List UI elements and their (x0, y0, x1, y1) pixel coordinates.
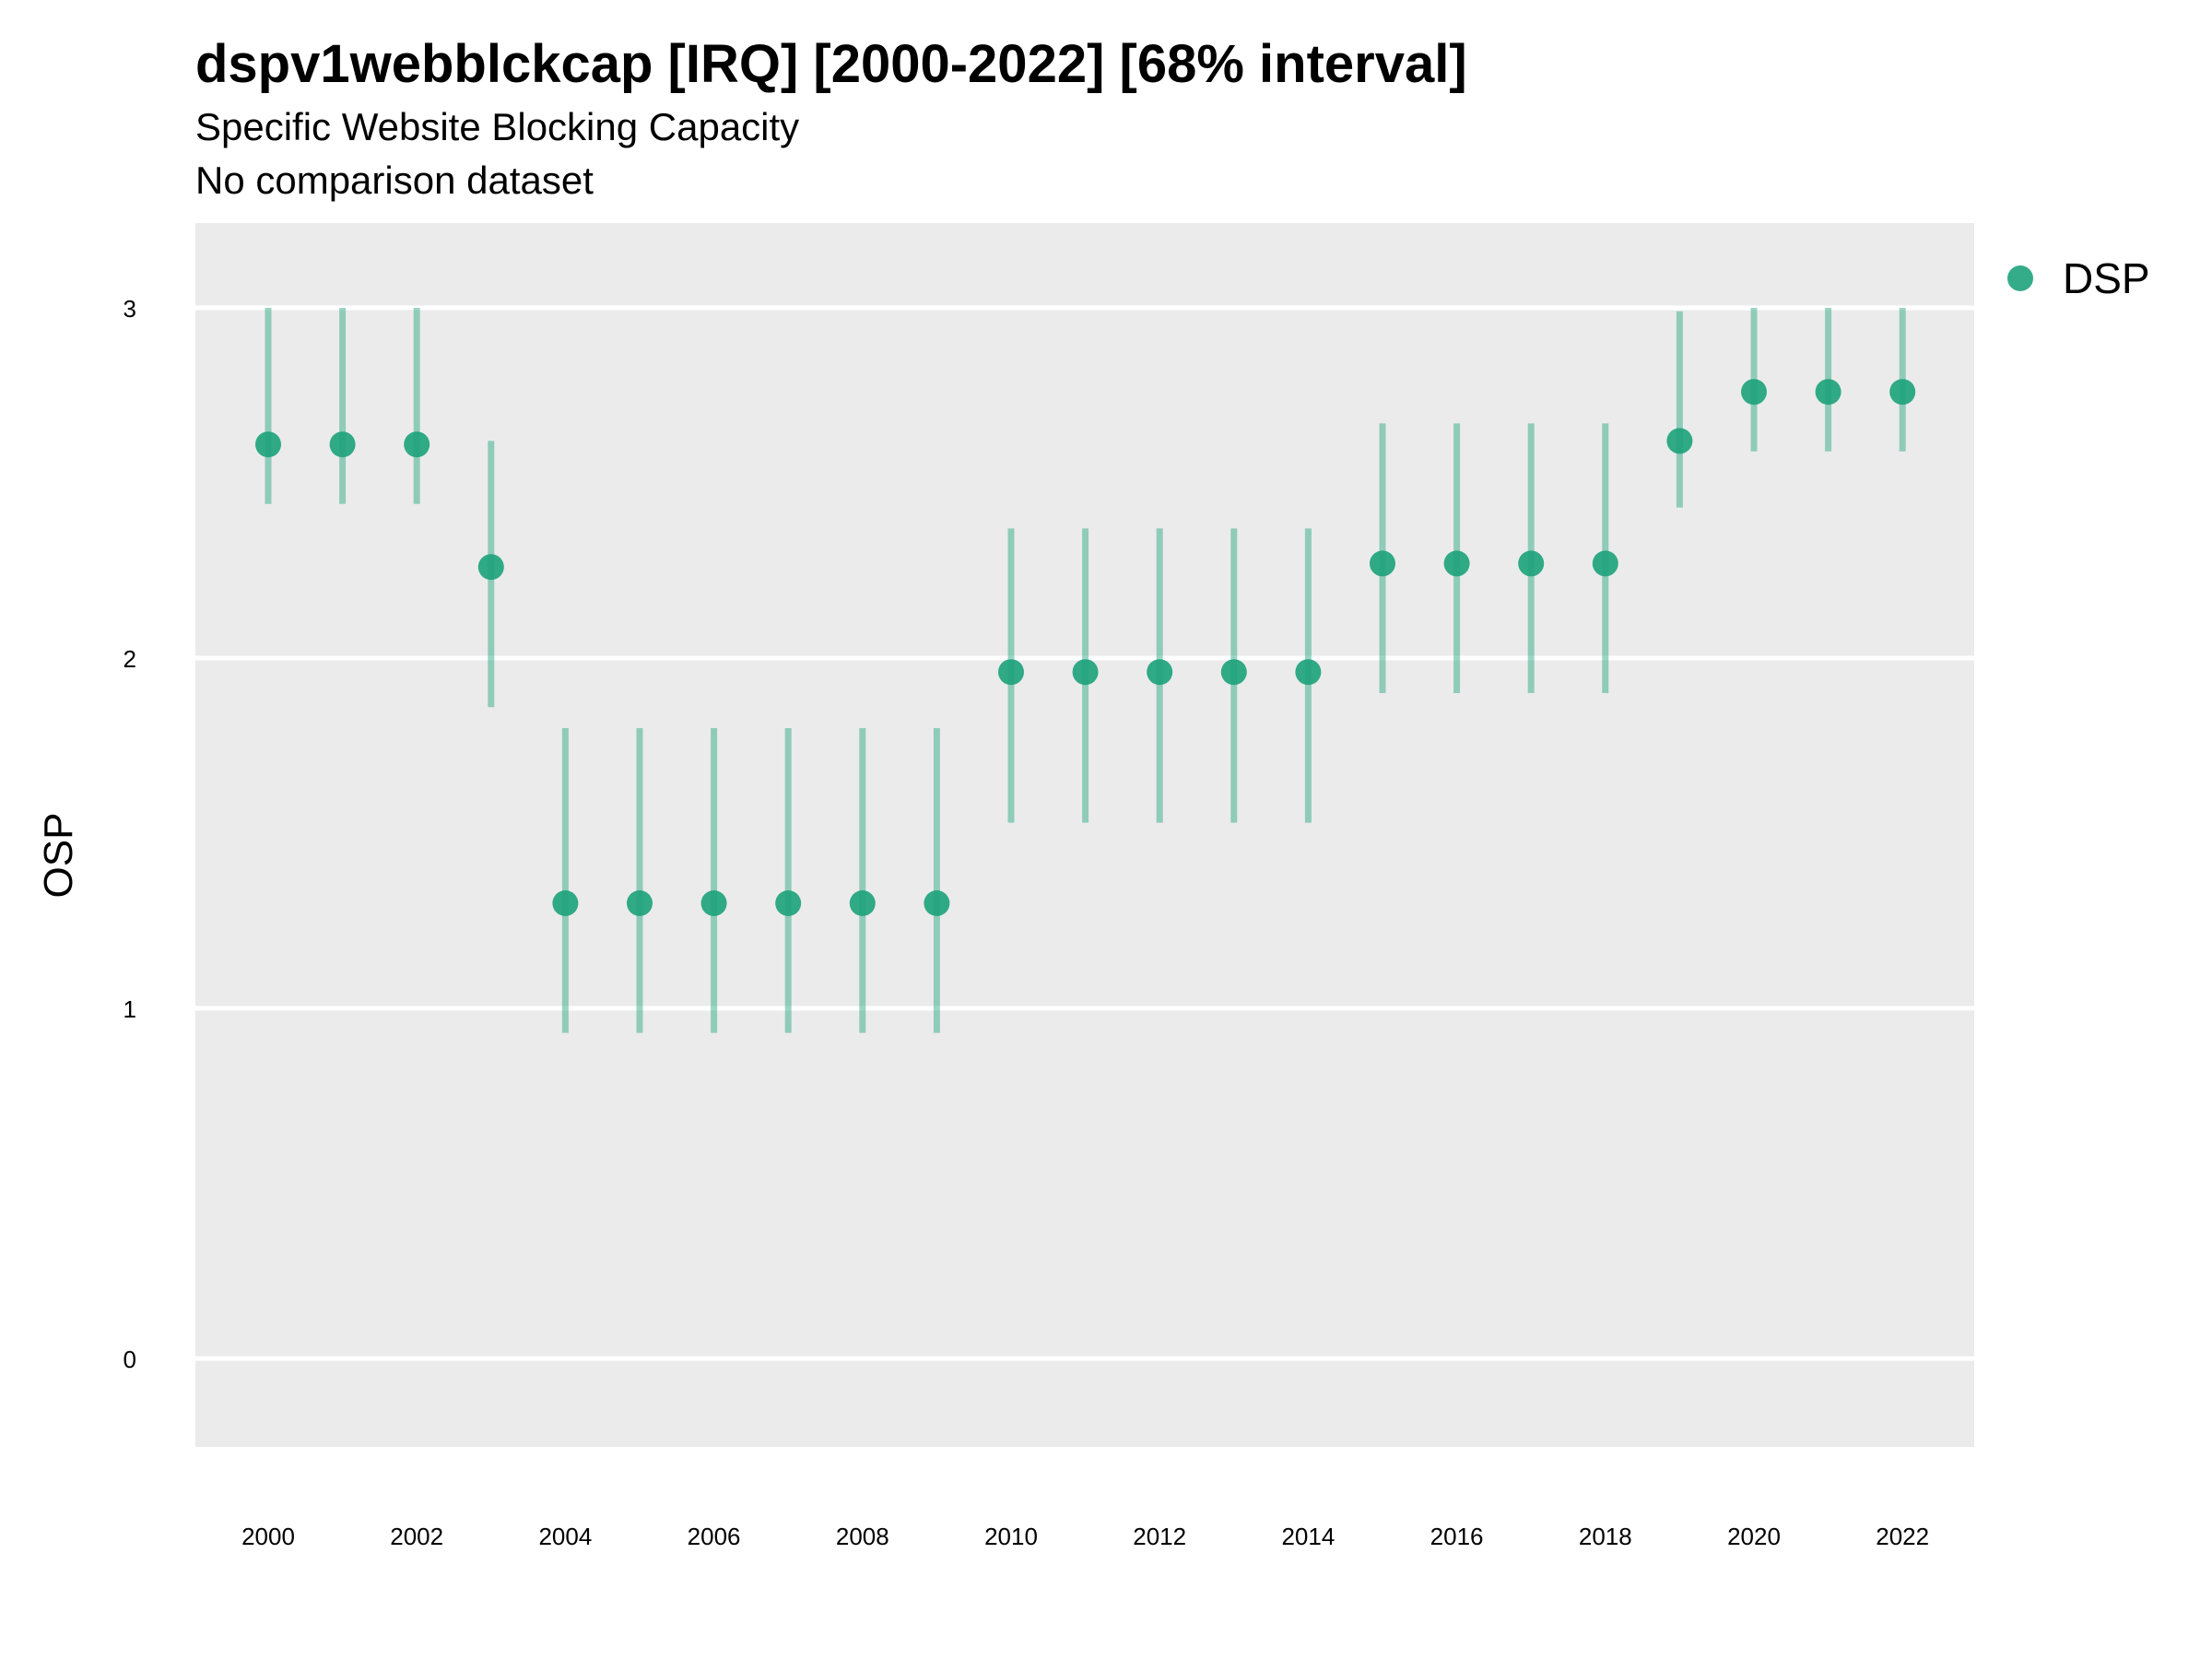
data-point (849, 890, 876, 916)
data-point (1666, 428, 1693, 454)
x-tick-label: 2004 (538, 1523, 592, 1550)
legend: DSP (2007, 254, 2150, 302)
legend-key-dsp (2007, 265, 2033, 291)
data-point (627, 890, 653, 916)
data-point (1518, 550, 1545, 577)
x-tick-label: 2000 (241, 1523, 295, 1550)
data-point (998, 659, 1024, 686)
y-axis-label: OSP (36, 813, 81, 899)
x-tick-label: 2014 (1281, 1523, 1335, 1550)
data-point (1220, 659, 1247, 686)
data-point (255, 431, 281, 458)
data-point (329, 431, 356, 458)
data-point (775, 890, 802, 916)
data-point (700, 890, 727, 916)
x-tick-label: 2022 (1876, 1523, 1929, 1550)
plot-background (195, 223, 1974, 1447)
x-tick-label: 2012 (1133, 1523, 1186, 1550)
data-point (477, 554, 504, 581)
x-axis-ticks: 2000 2002 2004 2006 2008 2010 2012 2014 2016 2018… (241, 1523, 1929, 1550)
data-point (924, 890, 950, 916)
x-tick-label: 2016 (1430, 1523, 1484, 1550)
chart-subtitle: Specific Website Blocking Capacity (195, 105, 800, 148)
data-point (1370, 550, 1395, 577)
data-point (1889, 379, 1916, 406)
x-tick-label: 2008 (836, 1523, 889, 1550)
data-point (1741, 379, 1767, 406)
gridlines (195, 305, 1974, 1361)
chart-title: dspv1webblckcap [IRQ] [2000-2022] [68% i… (195, 34, 1467, 94)
y-tick-label: 1 (124, 995, 136, 1023)
data-point (1592, 550, 1618, 577)
x-tick-label: 2020 (1727, 1523, 1781, 1550)
data-point (404, 431, 430, 458)
data-point (1443, 550, 1470, 577)
y-tick-label: 2 (124, 645, 136, 673)
data-point (1147, 659, 1173, 686)
legend-label-dsp: DSP (2063, 254, 2150, 302)
x-tick-label: 2018 (1579, 1523, 1632, 1550)
x-tick-label: 2010 (984, 1523, 1038, 1550)
chart-caption: No comparison dataset (195, 159, 594, 202)
data-point (552, 890, 579, 916)
data-point (1815, 379, 1841, 406)
x-tick-label: 2006 (688, 1523, 741, 1550)
data-points (255, 379, 1916, 916)
x-tick-label: 2002 (390, 1523, 443, 1550)
data-point (1295, 659, 1322, 686)
y-axis-ticks: 0 1 2 3 (124, 295, 136, 1373)
y-tick-label: 3 (124, 295, 136, 323)
data-point (1072, 659, 1099, 686)
y-tick-label: 0 (124, 1346, 136, 1373)
